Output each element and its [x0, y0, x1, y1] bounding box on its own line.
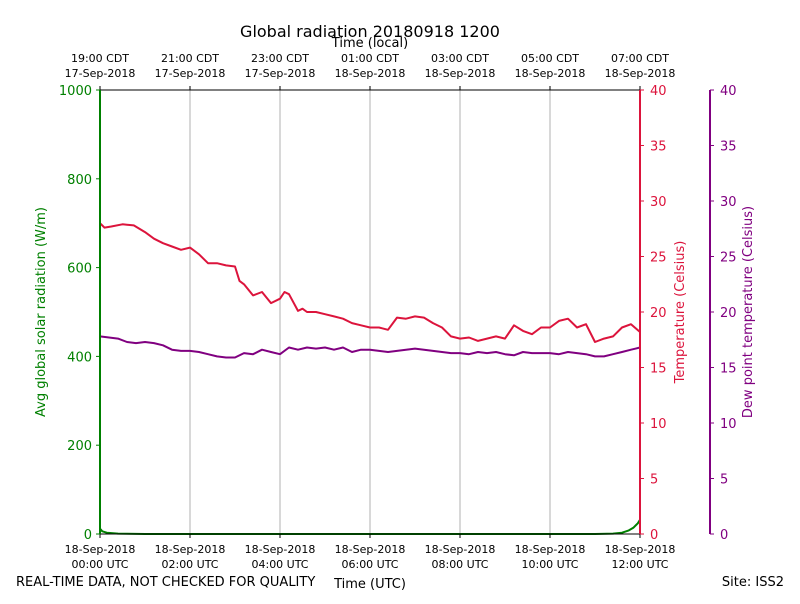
series-line-temperature [99, 222, 641, 343]
right-y-tick-label: 35 [650, 140, 667, 155]
x-tick-label-local-date: 18-Sep-2018 [425, 67, 496, 80]
x-tick-label-local-date: 18-Sep-2018 [335, 67, 406, 80]
x-tick-label-utc-date: 18-Sep-2018 [335, 543, 406, 556]
right-y-tick-label: 10 [650, 417, 667, 432]
x-tick-label-utc-time: 02:00 UTC [161, 558, 218, 571]
x-tick-label-local-time: 21:00 CDT [161, 52, 219, 65]
far-right-y-tick-label: 5 [720, 473, 728, 488]
x-tick-label-local-date: 18-Sep-2018 [515, 67, 586, 80]
series-line-dew-point-temperature [99, 335, 641, 359]
left-y-axis-label: Avg global solar radiation (W/m) [34, 207, 49, 417]
x-tick-label-utc-time: 10:00 UTC [521, 558, 578, 571]
x-tick-label-utc-date: 18-Sep-2018 [515, 543, 586, 556]
right-y-tick-label: 0 [650, 528, 658, 543]
left-y-tick-label: 600 [67, 262, 92, 277]
far-right-y-tick-label: 25 [720, 251, 737, 266]
x-tick-label-local-time: 01:00 CDT [341, 52, 399, 65]
x-tick-label-utc-time: 04:00 UTC [251, 558, 308, 571]
x-tick-label-utc-time: 08:00 UTC [431, 558, 488, 571]
left-y-tick-label: 0 [84, 528, 92, 543]
far-right-y-tick-label: 20 [720, 306, 737, 321]
x-tick-label-local-time: 19:00 CDT [71, 52, 129, 65]
left-y-tick-label: 400 [67, 350, 92, 365]
far-right-y-tick-label: 30 [720, 195, 737, 210]
x-tick-label-local-time: 23:00 CDT [251, 52, 309, 65]
right-y-tick-label: 40 [650, 84, 667, 99]
x-tick-label-local-date: 18-Sep-2018 [605, 67, 676, 80]
x-tick-label-utc-date: 18-Sep-2018 [155, 543, 226, 556]
chart-title: Global radiation 20180918 1200 [240, 22, 500, 41]
right-y-axis-label: Temperature (Celsius) [673, 241, 688, 385]
x-tick-label-utc-time: 00:00 UTC [71, 558, 128, 571]
x-tick-label-utc-time: 06:00 UTC [341, 558, 398, 571]
x-tick-label-local-date: 17-Sep-2018 [65, 67, 136, 80]
axes [99, 89, 711, 535]
x-tick-label-utc-date: 18-Sep-2018 [425, 543, 496, 556]
x-tick-label-utc-date: 18-Sep-2018 [65, 543, 136, 556]
x-tick-label-local-time: 03:00 CDT [431, 52, 489, 65]
right-y-tick-label: 20 [650, 306, 667, 321]
top-axis-title: Time (local) [331, 36, 408, 51]
site-label: Site: ISS2 [721, 575, 784, 590]
right-y-tick-label: 5 [650, 473, 658, 488]
x-tick-label-local-date: 17-Sep-2018 [155, 67, 226, 80]
far-right-y-tick-label: 40 [720, 84, 737, 99]
x-tick-label-local-date: 17-Sep-2018 [245, 67, 316, 80]
x-tick-label-utc-time: 12:00 UTC [611, 558, 668, 571]
x-tick-label-utc-date: 18-Sep-2018 [605, 543, 676, 556]
left-y-tick-label: 1000 [59, 84, 92, 99]
far-right-y-tick-label: 15 [720, 362, 737, 377]
far-right-y-tick-label: 0 [720, 528, 728, 543]
x-axis-label: Time (UTC) [333, 577, 406, 592]
left-y-tick-label: 200 [67, 439, 92, 454]
grid-lines [189, 90, 551, 534]
far-right-y-tick-label: 10 [720, 417, 737, 432]
right-y-tick-label: 30 [650, 195, 667, 210]
far-right-y-tick-label: 35 [720, 140, 737, 155]
tick-group: 18-Sep-2018 00:00 UTC 18-Sep-2018 02:00 UTC… [59, 52, 737, 571]
disclaimer-text: REAL-TIME DATA, NOT CHECKED FOR QUALITY [16, 575, 316, 590]
right-y-tick-label: 15 [650, 362, 667, 377]
x-tick-label-utc-date: 18-Sep-2018 [245, 543, 316, 556]
far-right-y-axis-label: Dew point temperature (Celsius) [741, 206, 756, 418]
left-y-tick-label: 800 [67, 173, 92, 188]
right-y-tick-label: 25 [650, 251, 667, 266]
x-tick-label-local-time: 07:00 CDT [611, 52, 669, 65]
x-tick-label-local-time: 05:00 CDT [521, 52, 579, 65]
